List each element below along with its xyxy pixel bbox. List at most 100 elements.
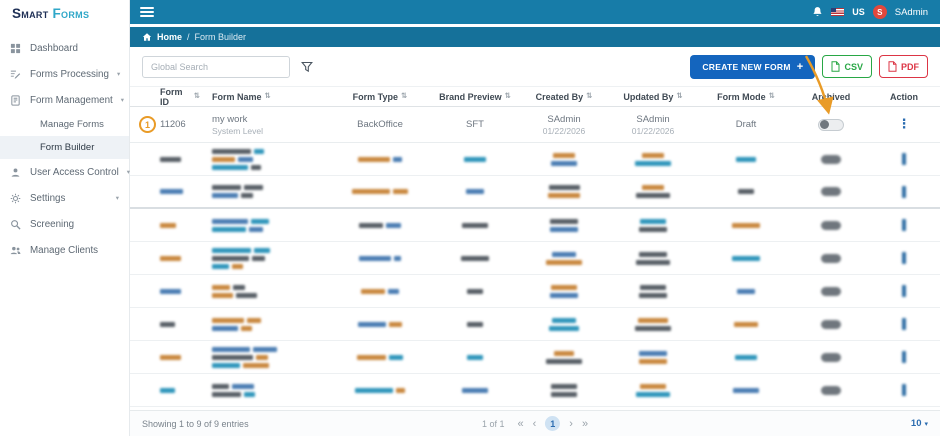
sort-icon[interactable]: ⇅ [676, 91, 683, 100]
row-action-menu-icon[interactable]: ⋮ [897, 117, 911, 132]
export-csv-button[interactable]: CSV [822, 55, 872, 78]
sidebar-item-label: Form Management [30, 94, 113, 106]
table-row-redacted[interactable] [130, 341, 940, 374]
create-new-form-button[interactable]: CREATE NEW FORM + [690, 54, 816, 79]
sidebar-nav: Dashboard Forms Processing ▾ Form Manage… [0, 27, 130, 436]
sidebar-item-manage-clients[interactable]: Manage Clients [0, 237, 129, 263]
column-header-form-type[interactable]: Form Type ⇅ [352, 91, 408, 102]
redacted-cell [130, 341, 200, 373]
sidebar-item-forms-processing[interactable]: Forms Processing ▾ [0, 61, 129, 87]
topbar-divider [130, 24, 940, 27]
column-header-updated-by[interactable]: Updated By ⇅ [623, 91, 683, 102]
sort-icon[interactable]: ⇅ [264, 91, 271, 100]
sidebar-item-form-management[interactable]: Form Management ▾ [0, 87, 129, 113]
sidebar-item-manage-forms[interactable]: Manage Forms [0, 113, 129, 136]
table-row-redacted[interactable] [130, 308, 940, 341]
table-row-redacted[interactable] [130, 176, 940, 209]
username-label[interactable]: SAdmin [894, 6, 928, 18]
redacted-cell [608, 374, 698, 406]
table-body: 11206 my work System Level BackOffice SF… [130, 107, 940, 410]
redacted-cell [200, 176, 330, 207]
gear-icon [10, 192, 22, 204]
pagination-current-page[interactable]: 1 [545, 416, 561, 431]
sidebar: Smart Forms Dashboard Forms Processing ▾… [0, 0, 130, 436]
column-header-form-name[interactable]: Form Name ⇅ [212, 91, 271, 102]
column-header-form-mode[interactable]: Form Mode ⇅ [717, 91, 775, 102]
redacted-cell [608, 143, 698, 175]
redacted-cell [430, 374, 520, 406]
redacted-cell [430, 143, 520, 175]
table-row-first[interactable]: 11206 my work System Level BackOffice SF… [130, 107, 940, 143]
sort-icon[interactable]: ⇅ [768, 91, 775, 100]
csv-file-icon [831, 61, 840, 72]
page-size-select[interactable]: 10 ▾ [911, 418, 928, 429]
sidebar-item-settings[interactable]: Settings ▾ [0, 185, 129, 211]
home-icon[interactable] [142, 32, 152, 42]
table-row-redacted[interactable] [130, 209, 940, 242]
form-management-icon [10, 94, 22, 106]
pdf-file-icon [888, 61, 897, 72]
sidebar-item-label: Manage Forms [40, 119, 104, 130]
page-info: 1 of 1 [481, 418, 505, 429]
chevron-down-icon: ▾ [120, 96, 125, 104]
sidebar-item-dashboard[interactable]: Dashboard [0, 35, 129, 61]
form-level-value: System Level [212, 125, 264, 136]
column-header-brand-preview[interactable]: Brand Preview ⇅ [439, 91, 511, 102]
sidebar-item-user-access-control[interactable]: User Access Control ▾ [0, 159, 130, 185]
redacted-cell [520, 176, 608, 207]
entries-summary: Showing 1 to 9 of 9 entries [142, 418, 249, 429]
forms-table: Form ID ⇅ Form Name ⇅ Form Type ⇅ Brand Previe… [130, 86, 940, 436]
pagination-prev-button[interactable]: ‹ [532, 417, 537, 430]
redacted-cell [698, 341, 794, 373]
table-row-redacted[interactable] [130, 275, 940, 308]
redacted-cell [200, 308, 330, 340]
pagination-last-button[interactable]: » [581, 417, 589, 430]
breadcrumb-current: Form Builder [194, 32, 247, 42]
page-size-value: 10 [910, 418, 922, 429]
redacted-cell [330, 176, 430, 207]
main-area: US S SAdmin Home / Form Builder CREATE N… [130, 0, 940, 436]
column-header-created-by[interactable]: Created By ⇅ [535, 91, 593, 102]
redacted-cell [868, 341, 940, 373]
app-logo[interactable]: Smart Forms [0, 0, 129, 27]
table-row-redacted[interactable] [130, 143, 940, 176]
redacted-cell [520, 308, 608, 340]
sidebar-item-label: Dashboard [30, 42, 78, 54]
table-row-redacted[interactable] [130, 242, 940, 275]
redacted-cell [520, 209, 608, 241]
dropdown-caret-icon: ▾ [924, 419, 928, 428]
redacted-cell [794, 176, 868, 207]
sort-icon[interactable]: ⇅ [586, 91, 593, 100]
export-pdf-button[interactable]: PDF [879, 55, 928, 78]
pagination-first-button[interactable]: « [517, 417, 524, 430]
toggle-knob [820, 120, 829, 129]
sidebar-item-label: User Access Control [30, 166, 119, 178]
sort-icon[interactable]: ⇅ [401, 91, 408, 100]
sidebar-item-screening[interactable]: Screening [0, 211, 129, 237]
hamburger-menu-icon[interactable] [140, 6, 154, 18]
sidebar-item-label: Forms Processing [30, 68, 109, 80]
redacted-cell [608, 209, 698, 241]
sort-icon[interactable]: ⇅ [504, 91, 511, 100]
search-icon [10, 218, 22, 230]
pagination-next-button[interactable]: › [569, 417, 573, 430]
breadcrumb-home[interactable]: Home [157, 32, 183, 42]
sort-icon[interactable]: ⇅ [193, 91, 200, 100]
notifications-bell-icon[interactable] [812, 6, 823, 18]
dashboard-icon [10, 42, 22, 54]
column-header-form-id[interactable]: Form ID ⇅ [160, 87, 200, 106]
global-search-input[interactable] [142, 55, 290, 78]
redacted-cell [130, 275, 200, 307]
redacted-cell [430, 242, 520, 274]
archived-toggle[interactable] [818, 118, 844, 131]
redacted-cell [794, 209, 868, 241]
filter-icon[interactable] [301, 61, 313, 73]
locale-label[interactable]: US [852, 7, 865, 17]
table-row-redacted[interactable] [130, 374, 940, 407]
us-flag-icon[interactable] [831, 8, 845, 16]
redacted-cell [608, 176, 698, 207]
sidebar-item-form-builder[interactable]: Form Builder [0, 136, 129, 159]
user-avatar[interactable]: S [872, 5, 887, 19]
redacted-cell [794, 341, 868, 373]
redacted-cell [868, 209, 940, 241]
